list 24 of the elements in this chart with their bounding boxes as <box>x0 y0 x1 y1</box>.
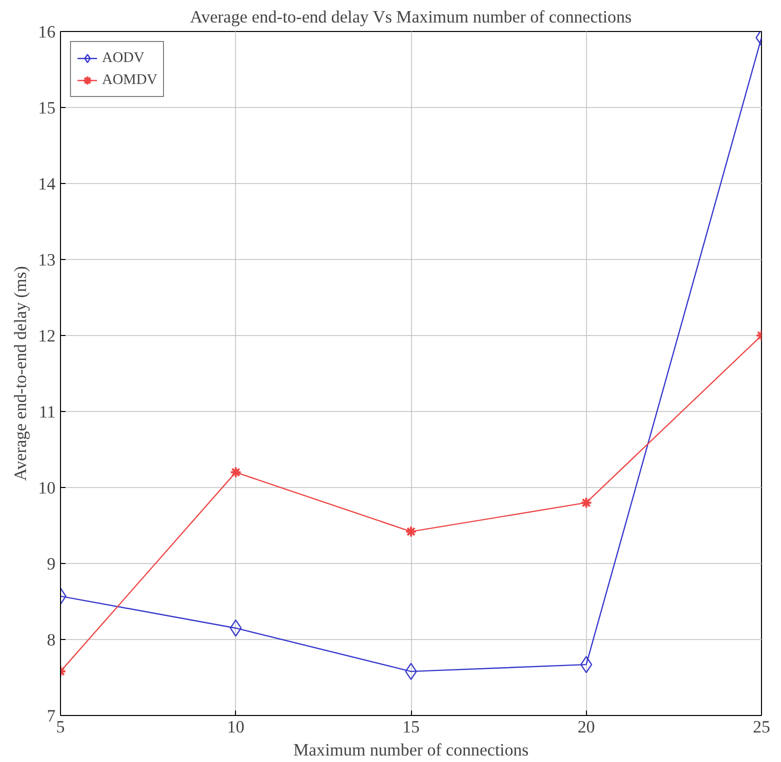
y-tick-label: 10 <box>38 478 56 498</box>
y-tick-label: 11 <box>38 402 56 422</box>
y-tick-label: 16 <box>38 22 56 42</box>
x-tick-label: 5 <box>56 718 65 736</box>
y-tick-label: 14 <box>38 174 56 194</box>
x-tick-label: 25 <box>752 718 770 736</box>
point <box>230 620 242 637</box>
legend-label: AODV <box>102 50 144 66</box>
y-tick-label: 13 <box>38 250 56 270</box>
y-tick-label: 9 <box>46 554 56 574</box>
y-tick-label: 12 <box>38 326 56 346</box>
y-tick-label: 7 <box>46 706 56 726</box>
point <box>580 496 592 509</box>
x-tick-label: 15 <box>402 718 420 736</box>
point <box>230 466 242 478</box>
x-tick-label: 20 <box>578 718 595 736</box>
y-axis-title: Average end-to-end delay (ms) <box>11 266 30 481</box>
y-tick-label: 15 <box>38 98 56 118</box>
x-tick-label: 10 <box>227 718 244 736</box>
point <box>405 526 417 538</box>
chart-title: Average end-to-end delay Vs Maximum number of connections <box>190 8 632 26</box>
legend-label: AOMDV <box>102 72 158 88</box>
y-tick-label: 8 <box>46 630 56 650</box>
x-axis-title: Maximum number of connections <box>293 740 529 760</box>
